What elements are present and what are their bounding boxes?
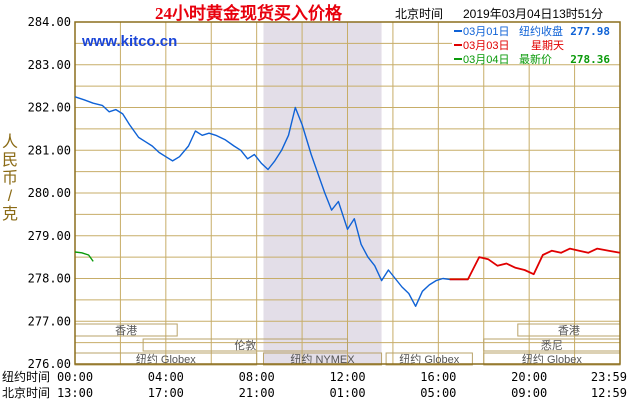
session-label: 伦敦 — [234, 338, 256, 352]
y-axis-label: 人民币/克 — [2, 133, 18, 223]
x-tick-labels: 00:00 13:00 04:00 17:00 08:00 21:00 12:00 01:00… — [57, 370, 627, 400]
y-tick-label: 280.00 — [28, 186, 71, 200]
y-tick-label: 277.00 — [28, 314, 71, 328]
y-tick-label: 279.00 — [28, 229, 71, 243]
legend-bg — [452, 23, 619, 64]
y-label-char: 人 — [2, 133, 18, 151]
session-label: 纽约 Globex — [136, 352, 196, 366]
y-label-char: 币 — [2, 169, 18, 187]
session-label: 纽约 NYMEX — [290, 352, 355, 366]
x-tick-bj: 05:00 — [420, 386, 456, 400]
x-tick-bj: 13:00 — [57, 386, 93, 400]
x-tick-ny: 12:00 — [329, 370, 365, 384]
y-label-char: / — [8, 188, 13, 205]
y-tick-label: 281.00 — [28, 143, 71, 157]
x-tick-ny: 04:00 — [148, 370, 184, 384]
legend-date: 03月03日 — [463, 40, 509, 52]
legend-label: 纽约收盘 — [519, 24, 563, 38]
x-tick-ny: 08:00 — [239, 370, 275, 384]
x-tick-bj: 09:00 — [511, 386, 547, 400]
x-tick-ny: 20:00 — [511, 370, 547, 384]
legend-date: 03月01日 — [463, 26, 509, 38]
y-label-char: 民 — [2, 152, 18, 169]
y-tick-labels: 276.00 277.00 278.00 279.00 280.00 281.00 282.… — [28, 15, 71, 371]
x-tick-bj: 01:00 — [329, 386, 365, 400]
price-series — [74, 96, 621, 307]
x-tick-bj: 21:00 — [239, 386, 275, 400]
legend-date: 03月04日 — [463, 54, 509, 66]
y-tick-label: 283.00 — [28, 58, 71, 72]
timestamp: 2019年03月04日13时51分 — [463, 7, 603, 21]
plot-frame — [74, 21, 621, 365]
session-label: 悉尼 — [541, 339, 563, 352]
x-tick-bj: 12:59 — [591, 386, 627, 400]
session-label: 纽约 Globex — [399, 352, 459, 366]
website-link[interactable]: www.kitco.cn — [81, 33, 177, 50]
session-box — [142, 338, 348, 352]
y-label-char: 克 — [2, 205, 18, 223]
session-box — [262, 352, 383, 366]
series-line-0 — [74, 96, 468, 307]
x-row-label-ny: 纽约时间 — [2, 369, 50, 384]
legend-value: 277.98 — [570, 25, 610, 38]
legend-label: 星期天 — [531, 39, 564, 52]
session-label: 香港 — [558, 324, 580, 337]
series-line-2 — [74, 251, 94, 262]
y-tick-label: 278.00 — [28, 272, 71, 286]
legend: 03月01日 纽约收盘 277.98 03月03日 星期天 03月04日 最新价 278.36 — [452, 23, 619, 66]
session-label: 纽约 Globex — [522, 352, 582, 366]
session-label: 香港 — [115, 324, 137, 337]
timezone-label: 北京时间 — [395, 7, 443, 21]
x-tick-ny: 23:59 — [591, 370, 627, 384]
legend-label: 最新价 — [519, 52, 552, 66]
y-tick-label: 282.00 — [28, 101, 71, 115]
x-tick-ny: 16:00 — [420, 370, 456, 384]
legend-value: 278.36 — [570, 53, 610, 66]
x-tick-bj: 17:00 — [148, 386, 184, 400]
x-row-label-bj: 北京时间 — [2, 386, 50, 400]
y-tick-label: 276.00 — [28, 357, 71, 371]
y-tick-label: 284.00 — [28, 15, 71, 29]
session-box — [385, 352, 473, 366]
series-line-1 — [449, 247, 621, 281]
chart-title: 24小时黄金现货买入价格 — [155, 3, 343, 23]
grid-lines — [74, 21, 621, 365]
x-tick-ny: 00:00 — [57, 370, 93, 384]
